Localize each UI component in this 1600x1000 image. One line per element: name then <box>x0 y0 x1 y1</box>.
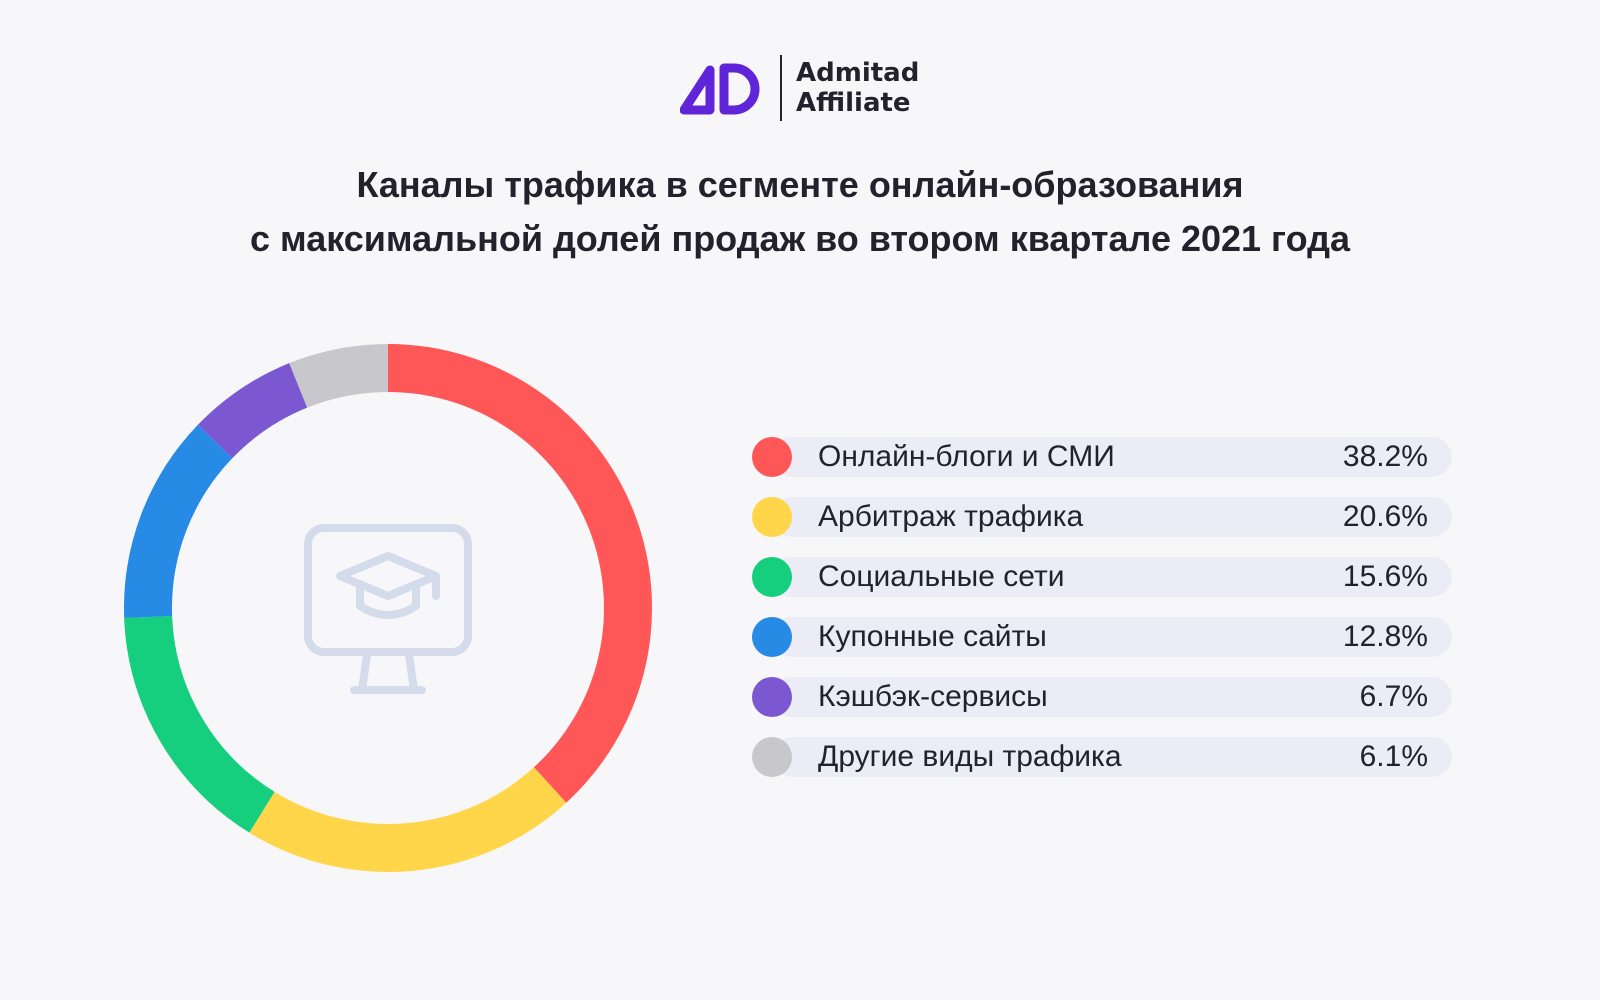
legend-swatch <box>752 557 792 597</box>
page-title-line2: с максимальной долей продаж во втором кв… <box>250 218 1350 259</box>
legend-value: 6.1% <box>1359 740 1428 773</box>
brand-name-line1: Admitad <box>796 58 920 88</box>
legend-swatch <box>752 497 792 537</box>
legend-label: Другие виды трафика <box>818 740 1122 773</box>
legend-swatch <box>752 617 792 657</box>
page-title-line1: Каналы трафика в сегменте онлайн-образов… <box>356 164 1244 205</box>
donut-slice-1 <box>387 344 652 803</box>
logo-divider <box>780 55 782 121</box>
legend-value: 20.6% <box>1342 500 1428 533</box>
legend-label: Купонные сайты <box>818 620 1047 653</box>
legend-value: 6.7% <box>1359 680 1428 713</box>
brand-name: Admitad Affiliate <box>796 58 919 118</box>
legend-value: 38.2% <box>1342 440 1428 473</box>
legend-item: Социальные сети 15.6% <box>752 557 1452 597</box>
legend-label: Арбитраж трафика <box>818 500 1084 533</box>
legend-item-background <box>772 497 1452 537</box>
brand-name-line2: Affiliate <box>796 88 911 118</box>
legend-item-background <box>772 557 1452 597</box>
legend-swatch <box>752 737 792 777</box>
legend-item: Онлайн-блоги и СМИ 38.2% <box>752 437 1452 477</box>
legend-item-background <box>772 617 1452 657</box>
donut-slice-6 <box>289 344 389 408</box>
chart-legend: Онлайн-блоги и СМИ 38.2% Арбитраж трафика 2… <box>752 437 1452 797</box>
donut-slice-2 <box>249 767 567 872</box>
legend-item: Арбитраж трафика 20.6% <box>752 497 1452 537</box>
page-title: Каналы трафика в сегменте онлайн-образов… <box>0 158 1600 266</box>
donut-slice-3 <box>124 615 275 833</box>
brand-logo: Admitad Affiliate <box>680 55 919 121</box>
legend-item: Кэшбэк-сервисы 6.7% <box>752 677 1452 717</box>
legend-item-background <box>772 437 1452 477</box>
donut-slice-5 <box>197 363 308 459</box>
legend-label: Онлайн-блоги и СМИ <box>818 440 1115 473</box>
legend-item: Другие виды трафика 6.1% <box>752 737 1452 777</box>
graduation-cap-monitor-icon <box>304 524 472 694</box>
legend-swatch <box>752 437 792 477</box>
donut-slice-4 <box>124 424 233 618</box>
donut-slices <box>124 344 652 872</box>
legend-value: 12.8% <box>1342 620 1428 653</box>
legend-label: Кэшбэк-сервисы <box>818 680 1048 713</box>
legend-item: Купонные сайты 12.8% <box>752 617 1452 657</box>
legend-item-background <box>772 737 1452 777</box>
legend-item-background <box>772 677 1452 717</box>
legend-swatch <box>752 677 792 717</box>
legend-value: 15.6% <box>1342 560 1428 593</box>
admitad-logo-icon <box>680 63 760 115</box>
legend-label: Социальные сети <box>818 560 1065 593</box>
